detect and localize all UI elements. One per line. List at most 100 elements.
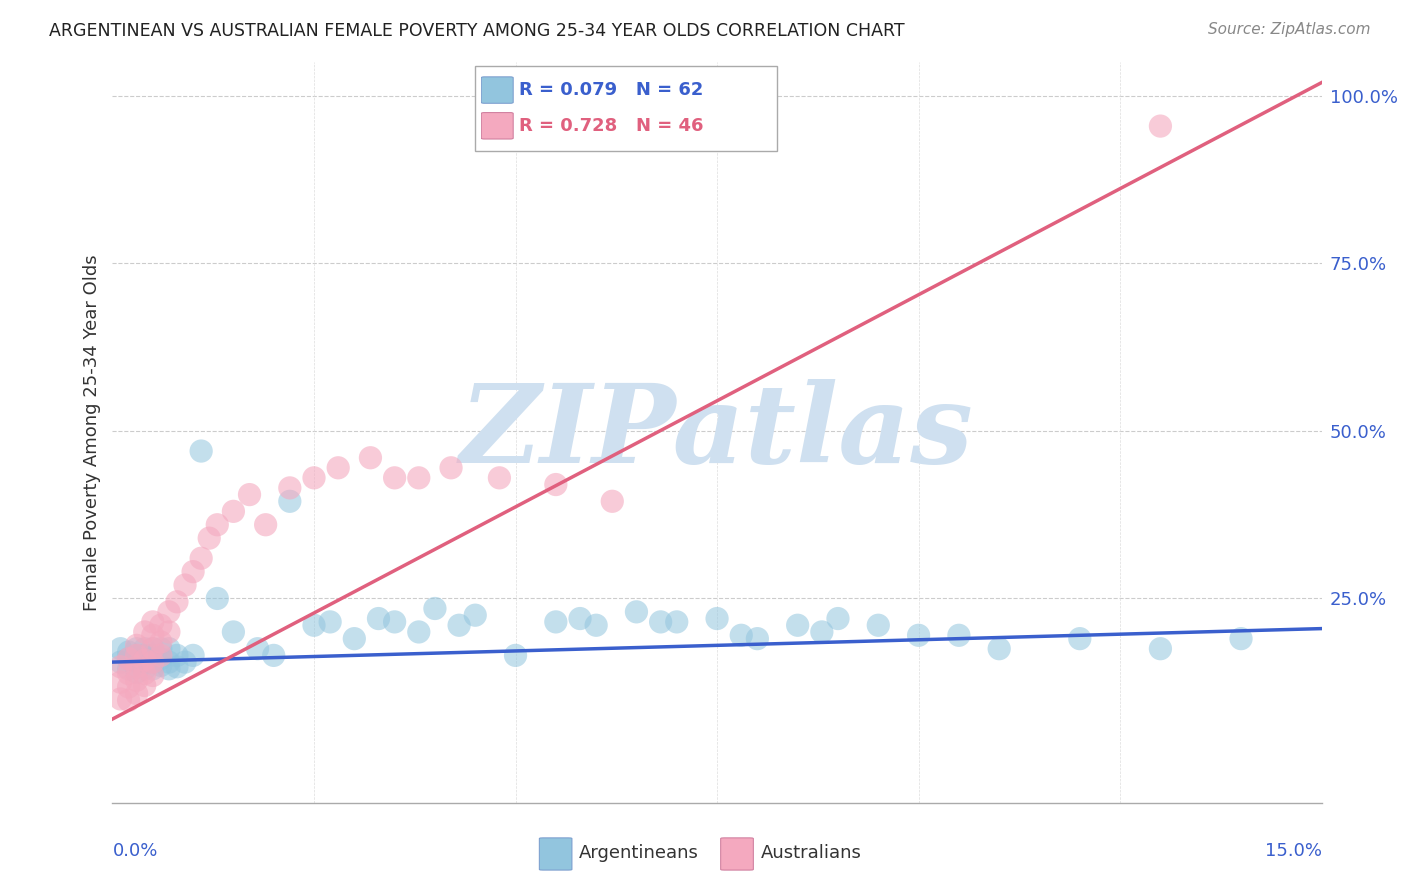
Point	[142, 628, 165, 642]
Point	[134, 666, 156, 681]
Point	[1230, 632, 1253, 646]
Point	[142, 615, 165, 629]
Point	[117, 666, 139, 681]
Text: 15.0%: 15.0%	[1264, 842, 1322, 860]
Point	[110, 660, 132, 674]
Point	[544, 477, 567, 491]
Point	[125, 665, 148, 680]
Point	[117, 652, 139, 666]
Point	[600, 494, 623, 508]
Point	[149, 635, 172, 649]
Text: ARGENTINEAN VS AUSTRALIAN FEMALE POVERTY AMONG 25-34 YEAR OLDS CORRELATION CHART: ARGENTINEAN VS AUSTRALIAN FEMALE POVERTY…	[49, 22, 905, 40]
Point	[134, 679, 156, 693]
Point	[142, 641, 165, 656]
Point	[110, 692, 132, 706]
Point	[125, 648, 148, 663]
Point	[142, 655, 165, 669]
Point	[263, 648, 285, 663]
Point	[207, 591, 229, 606]
Point	[166, 595, 188, 609]
Point	[278, 494, 301, 508]
Point	[328, 460, 350, 475]
Point	[134, 641, 156, 656]
Point	[222, 624, 245, 639]
Point	[117, 645, 139, 659]
Point	[585, 618, 607, 632]
Point	[222, 504, 245, 518]
Point	[190, 551, 212, 566]
Text: Source: ZipAtlas.com: Source: ZipAtlas.com	[1208, 22, 1371, 37]
Point	[149, 641, 172, 656]
Point	[134, 648, 156, 663]
Point	[125, 641, 148, 656]
Point	[948, 628, 970, 642]
Point	[440, 460, 463, 475]
Point	[149, 658, 172, 673]
Point	[166, 660, 188, 674]
Point	[134, 662, 156, 676]
Point	[408, 624, 430, 639]
Point	[117, 693, 139, 707]
Point	[166, 648, 188, 663]
Point	[149, 618, 172, 632]
Point	[238, 487, 260, 501]
Point	[544, 615, 567, 629]
Point	[125, 673, 148, 688]
Point	[149, 652, 172, 666]
Point	[488, 471, 510, 485]
Point	[157, 641, 180, 656]
Point	[384, 471, 406, 485]
Point	[747, 632, 769, 646]
Point	[142, 641, 165, 656]
Point	[157, 624, 180, 639]
Y-axis label: Female Poverty Among 25-34 Year Olds: Female Poverty Among 25-34 Year Olds	[83, 254, 101, 611]
Point	[302, 471, 325, 485]
Point	[142, 648, 165, 663]
Point	[125, 648, 148, 663]
Point	[157, 655, 180, 669]
Point	[868, 618, 890, 632]
Point	[142, 655, 165, 669]
Point	[134, 655, 156, 669]
Point	[246, 641, 269, 656]
Point	[423, 601, 446, 615]
Text: 0.0%: 0.0%	[112, 842, 157, 860]
Point	[142, 662, 165, 676]
Point	[449, 618, 471, 632]
Point	[278, 481, 301, 495]
Point	[730, 628, 752, 642]
Point	[1069, 632, 1091, 646]
Point	[384, 615, 406, 629]
Point	[464, 608, 486, 623]
Point	[110, 655, 132, 669]
Point	[1149, 641, 1171, 656]
Point	[907, 628, 929, 642]
Point	[319, 615, 342, 629]
Point	[343, 632, 366, 646]
Point	[125, 655, 148, 669]
Point	[157, 605, 180, 619]
Point	[359, 450, 381, 465]
Point	[988, 641, 1011, 656]
Point	[125, 638, 148, 652]
Point	[174, 655, 197, 669]
Point	[157, 662, 180, 676]
Point	[1149, 119, 1171, 133]
Point	[786, 618, 808, 632]
Point	[117, 680, 139, 694]
Point	[134, 624, 156, 639]
Point	[174, 578, 197, 592]
Point	[650, 615, 672, 629]
Point	[302, 618, 325, 632]
Point	[134, 653, 156, 667]
Point	[142, 668, 165, 682]
Point	[117, 662, 139, 676]
Point	[367, 611, 389, 625]
Point	[827, 611, 849, 625]
Point	[117, 652, 139, 666]
Point	[254, 517, 277, 532]
Point	[181, 565, 204, 579]
Point	[125, 687, 148, 701]
Point	[408, 471, 430, 485]
Point	[207, 517, 229, 532]
